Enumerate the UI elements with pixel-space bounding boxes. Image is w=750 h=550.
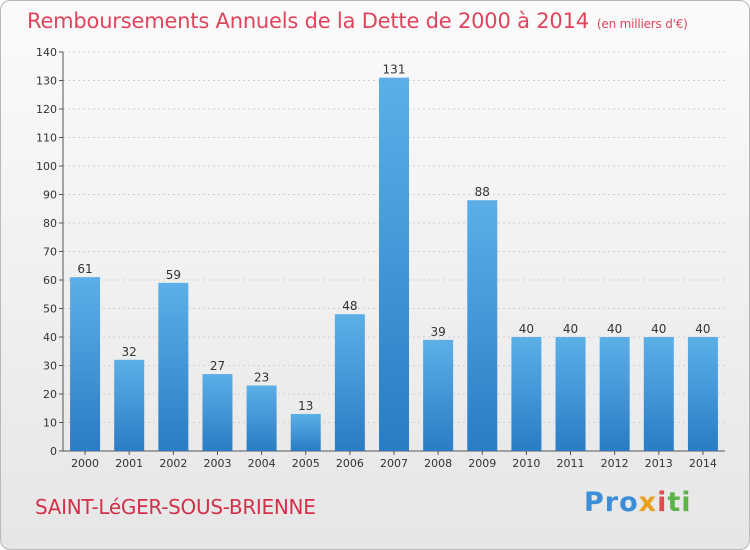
- x-tick-label: 2004: [248, 457, 276, 470]
- x-tick-label: 2010: [512, 457, 540, 470]
- data-label: 40: [651, 322, 666, 336]
- x-tick-label: 2003: [203, 457, 231, 470]
- x-tick-label: 2008: [424, 457, 452, 470]
- y-tick-label: 40: [43, 331, 57, 344]
- bar: [379, 77, 409, 452]
- x-tick-labels: 2000 2001 2002 2003 2004 2005 2006 2007 2008 2009…: [71, 451, 717, 470]
- y-tick-label: 110: [36, 132, 57, 145]
- y-tick-label: 0: [50, 445, 57, 458]
- logo-part-2: x: [638, 487, 658, 518]
- x-tick-label: 2011: [557, 457, 585, 470]
- y-tick-label: 70: [43, 246, 57, 259]
- bar: [643, 337, 674, 451]
- x-tick-label: 2014: [689, 457, 717, 470]
- bar: [334, 314, 365, 451]
- y-tick-label: 130: [36, 75, 57, 88]
- bar: [687, 337, 718, 451]
- y-tick-label: 50: [43, 303, 57, 316]
- bar: [158, 282, 189, 451]
- bar: [467, 200, 498, 451]
- y-tick-label: 30: [43, 360, 57, 373]
- data-label: 40: [607, 322, 622, 336]
- proxiti-logo: Proxiti: [584, 487, 692, 518]
- logo-part-4: ti: [667, 487, 692, 518]
- commune-name: SAINT-LéGER-SOUS-BRIENNE: [35, 495, 316, 519]
- y-tick-label: 90: [43, 189, 57, 202]
- data-label: 131: [383, 63, 406, 77]
- x-tick-label: 2007: [380, 457, 408, 470]
- data-label: 59: [166, 268, 181, 282]
- data-label: 61: [77, 262, 92, 276]
- bar: [423, 339, 454, 451]
- data-label: 40: [563, 322, 578, 336]
- x-tick-label: 2002: [159, 457, 187, 470]
- data-label: 23: [254, 370, 269, 384]
- x-tick-label: 2009: [468, 457, 496, 470]
- y-tick-label: 60: [43, 274, 57, 287]
- data-label: 13: [298, 399, 313, 413]
- bar: [290, 413, 321, 451]
- data-label: 40: [695, 322, 710, 336]
- y-tick-label: 120: [36, 103, 57, 116]
- logo-part-1: Pro: [584, 487, 639, 518]
- y-tick-label: 80: [43, 217, 57, 230]
- y-tick-label: 20: [43, 388, 57, 401]
- data-label: 39: [430, 325, 445, 339]
- data-label: 48: [342, 299, 357, 313]
- bar: [599, 337, 630, 451]
- y-tick-label: 140: [36, 46, 57, 59]
- bar: [511, 337, 542, 451]
- x-tick-label: 2013: [645, 457, 673, 470]
- bars: [70, 77, 718, 452]
- x-tick-label: 2000: [71, 457, 99, 470]
- data-label: 88: [475, 185, 490, 199]
- y-tick-label: 100: [36, 160, 57, 173]
- chart-title-text: Remboursements Annuels de la Dette de 20…: [27, 9, 589, 33]
- y-tick-labels: 0 10 20 30 40 50 60 70 80 90 100 110 120 130 140: [36, 46, 63, 458]
- chart-title: Remboursements Annuels de la Dette de 20…: [27, 9, 688, 33]
- x-tick-label: 2006: [336, 457, 364, 470]
- data-labels: 61 32 59 27 23 13 48 131 39 88 40 40 40 40 40: [77, 63, 710, 413]
- logo-part-3: i: [657, 487, 668, 518]
- data-label: 32: [122, 345, 137, 359]
- x-tick-label: 2012: [601, 457, 629, 470]
- data-label: 40: [519, 322, 534, 336]
- bar: [114, 359, 145, 451]
- x-tick-label: 2001: [115, 457, 143, 470]
- x-tick-label: 2005: [292, 457, 320, 470]
- data-label: 27: [210, 359, 225, 373]
- bar: [202, 374, 233, 451]
- bar: [70, 277, 101, 451]
- y-tick-label: 10: [43, 417, 57, 430]
- bar: [555, 337, 586, 451]
- bar: [246, 385, 277, 451]
- chart-title-unit: (en milliers d'€): [596, 17, 688, 31]
